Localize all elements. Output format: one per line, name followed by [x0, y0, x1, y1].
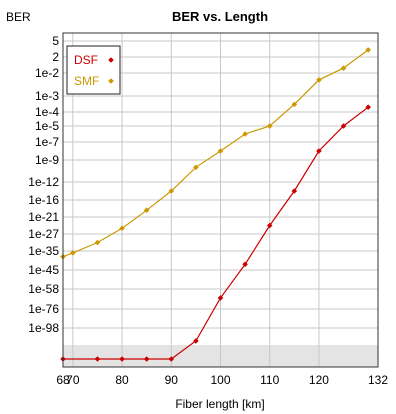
data-point-smf [143, 207, 150, 213]
legend-label-dsf: DSF [74, 53, 98, 67]
data-point-smf [316, 77, 322, 83]
y-tick-label: 1e-21 [28, 210, 59, 224]
y-tick-label: 1e-27 [28, 227, 59, 241]
data-point-dsf [340, 123, 347, 129]
y-tick-label: 5 [52, 34, 59, 48]
data-point-dsf [94, 356, 101, 362]
data-point-dsf [168, 356, 175, 362]
x-tick-label: 80 [115, 373, 129, 387]
y-tick-label: 1e-2 [35, 66, 59, 80]
y-tick-label: 1e-45 [28, 263, 59, 277]
y-tick-label: 1e-9 [35, 153, 59, 167]
data-point-dsf [266, 222, 273, 229]
data-point-smf [266, 123, 273, 129]
data-point-smf [291, 101, 298, 108]
data-point-dsf [143, 356, 150, 362]
y-tick-label: 1e-76 [28, 302, 59, 316]
legend-marker-smf [108, 78, 114, 84]
data-point-dsf [316, 148, 322, 154]
data-point-smf [242, 131, 248, 137]
y-tick-label: 1e-98 [28, 321, 59, 335]
x-tick-label: 90 [165, 373, 179, 387]
x-tick-label: 132 [368, 373, 388, 387]
y-tick-label: 1e-3 [35, 89, 59, 103]
y-tick-label: 1e-12 [28, 175, 59, 189]
series-line-smf [62, 49, 369, 258]
data-point-dsf [365, 104, 371, 110]
data-point-smf [340, 65, 347, 71]
legend-box [66, 45, 121, 95]
data-point-dsf [119, 356, 125, 362]
legend-marker-dsf [108, 57, 114, 63]
x-tick-label: 120 [309, 373, 329, 387]
data-point-smf [168, 188, 175, 194]
data-point-smf [365, 47, 371, 53]
data-point-smf [70, 250, 76, 256]
y-tick-label: 1e-5 [35, 119, 59, 133]
data-point-smf [193, 164, 199, 171]
plot-border [62, 32, 379, 368]
x-tick-label: 110 [260, 373, 279, 387]
y-tick-label: 1e-35 [28, 244, 59, 258]
x-axis-title: Fiber length [km] [175, 397, 264, 411]
data-point-dsf [242, 261, 248, 268]
y-axis-title: BER [6, 10, 31, 24]
legend-label-smf: SMF [74, 74, 99, 88]
y-tick-label: 1e-16 [28, 193, 59, 207]
y-tick-label: 1e-7 [35, 135, 59, 149]
y-tick-label: 1e-4 [35, 105, 59, 119]
tick-labels: 5 2 1e-2 1e-3 1e-41e-5 1e-7 1e-9 1e-12 1e-16 1e-2… [28, 34, 388, 387]
data-point-smf [119, 225, 125, 232]
data-point-smf [94, 239, 101, 246]
x-tick-label: 100 [210, 373, 230, 387]
data-point-dsf [217, 295, 224, 301]
legend: DSF SMF [66, 45, 121, 95]
data-point-dsf [193, 338, 199, 344]
x-tick-label: 70 [66, 373, 80, 387]
data-point-dsf [291, 188, 298, 194]
data-point-smf [217, 148, 224, 154]
chart-title: BER vs. Length [172, 9, 268, 24]
y-tick-label: 2 [52, 50, 59, 64]
series-lines [60, 47, 371, 362]
x-tick-label: 68 [56, 373, 70, 387]
y-tick-label: 1e-58 [28, 282, 59, 296]
